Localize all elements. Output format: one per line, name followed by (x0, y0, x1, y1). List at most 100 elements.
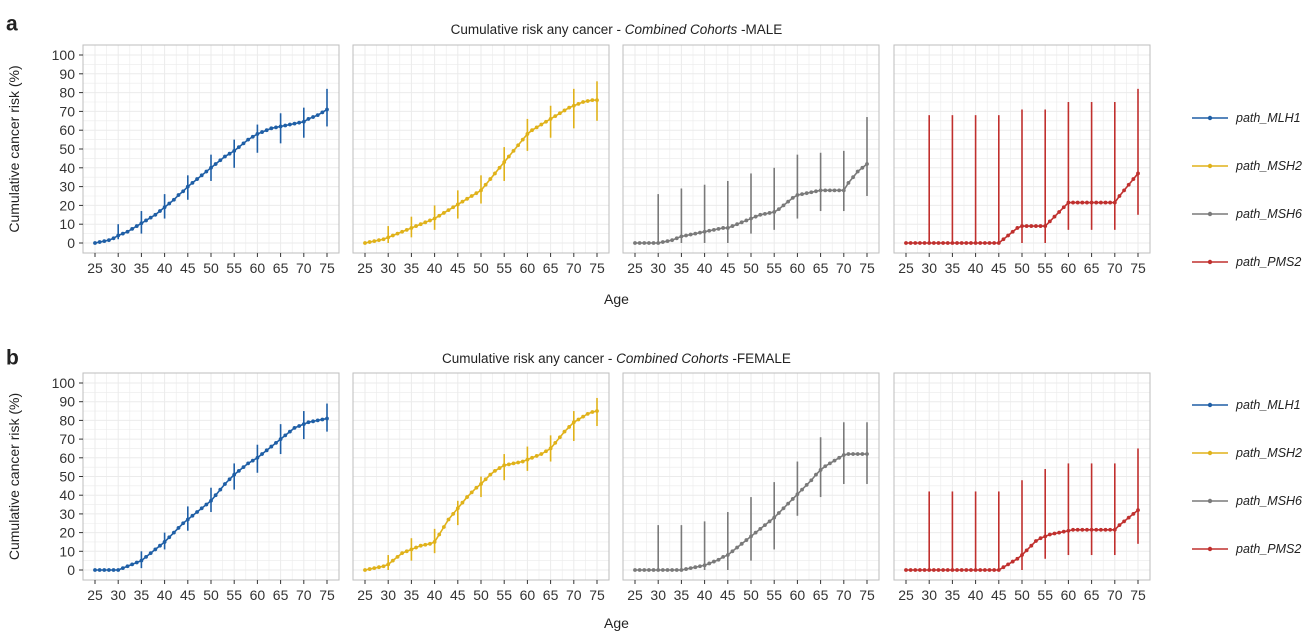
data-point (372, 239, 377, 244)
x-tick-label: 65 (543, 587, 559, 603)
data-point (274, 440, 278, 445)
data-point (860, 165, 865, 170)
data-point (753, 214, 758, 219)
data-point (1024, 548, 1029, 553)
facet-path_MLH1: 0 10 20 30 40 50 60 70 80 90 100 25 30 35 40 45 50 55 60 65… (52, 44, 340, 276)
data-point (199, 506, 204, 511)
data-point (744, 538, 749, 542)
data-point (557, 111, 562, 116)
data-point (1126, 182, 1131, 187)
data-point (637, 241, 642, 245)
legend: path_MLH1 path_MSH2 path_MSH6 path_PMS2 (1192, 111, 1302, 269)
x-tick-label: 55 (496, 260, 512, 276)
data-point (437, 213, 442, 218)
data-point (1112, 527, 1117, 532)
x-tick-label: 75 (319, 587, 335, 603)
data-point (223, 482, 227, 486)
data-point (590, 410, 595, 414)
x-tick-label: 50 (203, 260, 219, 276)
data-point (232, 148, 237, 153)
x-tick-label: 75 (859, 587, 875, 603)
data-point (918, 568, 922, 572)
data-point (716, 227, 721, 231)
data-point (595, 409, 599, 413)
data-point (1024, 224, 1029, 228)
y-tick-label: 80 (59, 85, 75, 101)
data-point (381, 564, 386, 569)
data-point (992, 241, 997, 245)
data-point (283, 433, 288, 438)
x-tick-label: 40 (157, 260, 173, 276)
data-point (97, 568, 102, 572)
data-point (913, 241, 918, 245)
data-point (264, 448, 269, 453)
data-point (111, 568, 116, 572)
data-point (567, 425, 572, 429)
data-point (758, 526, 763, 531)
data-point (395, 231, 400, 236)
data-point (950, 241, 955, 245)
data-point (1029, 543, 1034, 548)
data-point (851, 175, 855, 180)
panel-letter: b (6, 347, 19, 370)
data-point (1117, 194, 1122, 198)
data-point (818, 468, 823, 472)
facet-path_MSH2: 25 30 35 40 45 50 55 60 65 70 75 (352, 44, 610, 276)
data-point (395, 555, 400, 559)
data-point (1126, 515, 1131, 520)
data-point (781, 203, 786, 208)
data-point (502, 463, 507, 468)
data-point (120, 566, 125, 571)
data-point (721, 226, 726, 230)
data-point (927, 568, 932, 572)
x-tick-label: 40 (697, 587, 713, 603)
facet-path_MSH2: 25 30 35 40 45 50 55 60 65 70 75 (352, 372, 610, 603)
data-point (181, 189, 186, 194)
y-tick-label: 20 (59, 525, 75, 541)
data-point (423, 542, 428, 547)
data-point (409, 226, 414, 230)
data-point (190, 513, 195, 518)
data-point (488, 472, 493, 477)
data-point (772, 515, 777, 520)
x-tick-label: 40 (968, 260, 984, 276)
legend-label: path_MSH6 (1235, 494, 1302, 508)
data-point (1047, 532, 1052, 537)
x-tick-label: 65 (1084, 260, 1100, 276)
data-point (749, 216, 753, 221)
data-point (1061, 529, 1066, 534)
data-point (776, 207, 781, 212)
data-point (1103, 200, 1108, 205)
x-tick-label: 25 (627, 260, 643, 276)
x-tick-label: 25 (87, 260, 103, 276)
data-point (506, 462, 511, 467)
data-point (832, 188, 837, 193)
data-point (922, 241, 927, 245)
data-point (111, 236, 116, 241)
data-point (544, 449, 548, 454)
x-tick-label: 60 (520, 587, 536, 603)
data-point (832, 458, 837, 463)
data-point (855, 169, 860, 174)
x-tick-label: 65 (273, 260, 289, 276)
data-point (656, 568, 661, 572)
data-point (660, 568, 665, 572)
data-point (278, 124, 283, 129)
data-point (936, 568, 941, 572)
data-point (418, 222, 423, 227)
data-point (1117, 523, 1122, 528)
data-point (451, 205, 456, 210)
data-point (790, 195, 795, 200)
data-point (544, 119, 548, 124)
data-point (978, 568, 983, 572)
data-point (483, 477, 488, 482)
data-point (139, 221, 144, 226)
data-point (1043, 534, 1048, 539)
data-point (255, 132, 260, 136)
y-tick-label: 30 (59, 179, 75, 195)
data-point (927, 241, 932, 245)
legend-key-point (1207, 163, 1213, 169)
data-point (1015, 556, 1020, 561)
data-point (1006, 562, 1010, 567)
